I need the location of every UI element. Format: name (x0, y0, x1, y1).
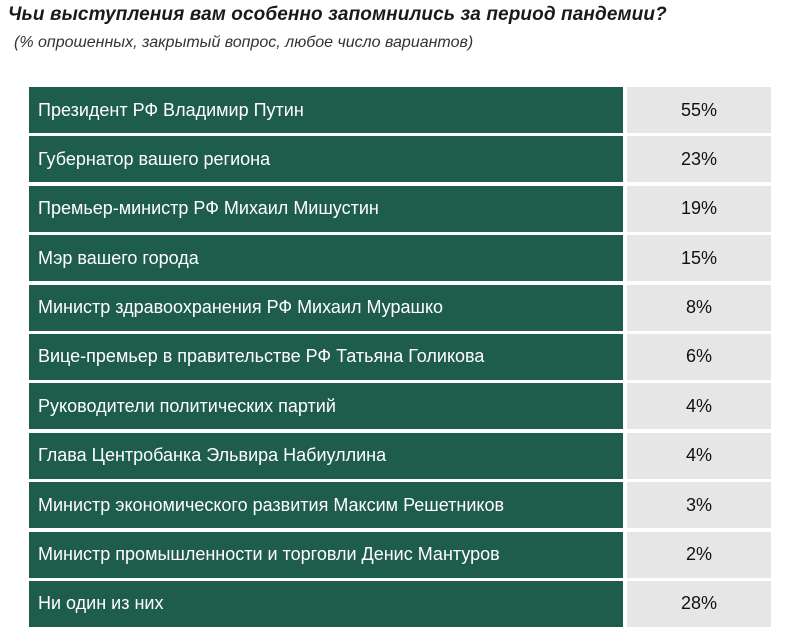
chart-title: Чьи выступления вам особенно запомнились… (8, 4, 667, 26)
row-label: Министр экономического развития Максим Р… (29, 482, 623, 528)
row-value: 4% (627, 383, 771, 429)
table-row: Президент РФ Владимир Путин 55% (29, 87, 771, 133)
row-label: Руководители политических партий (29, 383, 623, 429)
row-label: Губернатор вашего региона (29, 136, 623, 182)
row-label: Министр промышленности и торговли Денис … (29, 532, 623, 578)
table-row: Министр здравоохранения РФ Михаил Мурашк… (29, 285, 771, 331)
row-value: 55% (627, 87, 771, 133)
table-row: Министр экономического развития Максим Р… (29, 482, 771, 528)
row-value: 23% (627, 136, 771, 182)
row-label: Вице-премьер в правительстве РФ Татьяна … (29, 334, 623, 380)
survey-table: Президент РФ Владимир Путин 55% Губернатор… (29, 87, 771, 630)
row-value: 28% (627, 581, 771, 627)
table-row: Министр промышленности и торговли Денис … (29, 532, 771, 578)
row-value: 19% (627, 186, 771, 232)
table-row: Руководители политических партий 4% (29, 383, 771, 429)
table-row: Мэр вашего города 15% (29, 235, 771, 281)
row-label: Ни один из них (29, 581, 623, 627)
table-row: Глава Центробанка Эльвира Набиуллина 4% (29, 433, 771, 479)
row-value: 3% (627, 482, 771, 528)
row-value: 6% (627, 334, 771, 380)
table-row: Ни один из них 28% (29, 581, 771, 627)
row-label: Президент РФ Владимир Путин (29, 87, 623, 133)
row-label: Премьер-министр РФ Михаил Мишустин (29, 186, 623, 232)
table-row: Премьер-министр РФ Михаил Мишустин 19% (29, 186, 771, 232)
table-row: Вице-премьер в правительстве РФ Татьяна … (29, 334, 771, 380)
row-value: 2% (627, 532, 771, 578)
row-value: 4% (627, 433, 771, 479)
row-value: 15% (627, 235, 771, 281)
table-row: Губернатор вашего региона 23% (29, 136, 771, 182)
row-label: Глава Центробанка Эльвира Набиуллина (29, 433, 623, 479)
row-value: 8% (627, 285, 771, 331)
chart-subtitle: (% опрошенных, закрытый вопрос, любое чи… (14, 34, 473, 52)
row-label: Мэр вашего города (29, 235, 623, 281)
row-label: Министр здравоохранения РФ Михаил Мурашк… (29, 285, 623, 331)
